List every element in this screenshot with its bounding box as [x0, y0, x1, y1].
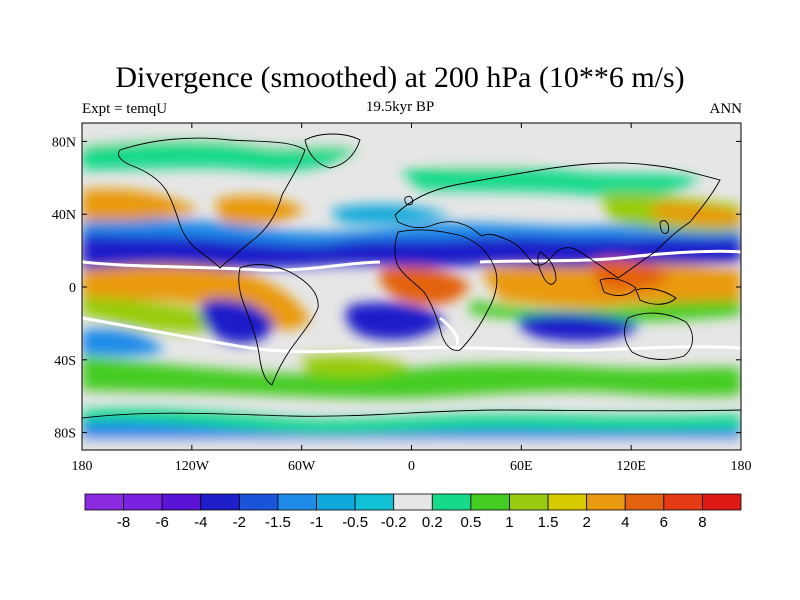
zero-contour-line: [439, 316, 460, 351]
colorbar-swatch: [238, 493, 279, 511]
colorbar-swatch: [200, 493, 240, 511]
field-blob: [82, 218, 741, 245]
colorbar-swatch: [393, 493, 433, 511]
field-blob: [400, 166, 700, 197]
divergence-field: [82, 123, 741, 450]
colorbar-label: 2: [582, 514, 590, 531]
coastline-eurasia: [394, 162, 721, 279]
colorbar-swatch: [624, 493, 665, 511]
coastline-greenland: [304, 133, 361, 169]
lon-label: 60W: [288, 459, 316, 474]
coastline-maritime-continent: [635, 287, 677, 305]
lat-label: 40S: [54, 354, 76, 369]
field-blob: [330, 204, 450, 224]
lon-label: 60E: [510, 459, 533, 474]
coastline-island: [404, 195, 413, 206]
field-blob: [650, 202, 741, 227]
coastline-antarctica: [82, 409, 741, 419]
zero-contours: [82, 249, 741, 354]
colorbar: -8 -6 -4 -2 -1.5 -1 -0.5 -0.2 0.2 0.5 1 1.5 2 4 6 8: [84, 493, 742, 531]
colorbar-swatch: [509, 493, 549, 511]
lon-label: 180: [72, 459, 93, 474]
field-blob: [201, 298, 275, 344]
subtitle-experiment: Expt = temqU: [82, 101, 168, 117]
field-blob: [345, 302, 445, 340]
coastline-india: [537, 251, 557, 285]
coastline-africa: [394, 229, 498, 351]
colorbar-swatch: [702, 493, 742, 511]
colorbar-swatch: [431, 493, 472, 511]
coastlines: [82, 133, 741, 419]
coastline-island: [659, 220, 669, 234]
lon-label: 120W: [175, 459, 210, 474]
colorbar-label: -1.5: [265, 514, 291, 531]
zero-contour-line: [479, 249, 741, 264]
colorbar-label: -2: [233, 514, 246, 531]
colorbar-swatch: [123, 493, 163, 511]
lat-label: 80S: [54, 427, 76, 442]
colorbar-label: 1.5: [538, 514, 559, 531]
field-blob: [82, 123, 741, 166]
colorbar-label: 6: [660, 514, 668, 531]
zero-contour-line: [82, 316, 741, 354]
colorbar-swatch: [316, 493, 356, 511]
lat-label: 40N: [52, 208, 76, 223]
colorbar-swatch: [277, 493, 317, 511]
map-title: Divergence (smoothed) at 200 hPa (10**6 …: [115, 61, 685, 94]
colorbar-label: 1: [505, 514, 513, 531]
field-blob: [82, 296, 240, 333]
colorbar-label: -0.2: [381, 514, 407, 531]
colorbar-swatch: [663, 493, 703, 511]
field-blob: [300, 355, 410, 378]
colorbar-label: -1: [310, 514, 323, 531]
field-blob: [590, 259, 670, 292]
lat-label: 0: [69, 281, 76, 296]
colorbar-label: -4: [194, 514, 207, 531]
lon-label: 0: [408, 459, 415, 474]
coastline-north-america: [118, 137, 306, 269]
lon-label: 120E: [616, 459, 646, 474]
lon-label: 180: [731, 459, 752, 474]
field-blob: [82, 328, 165, 356]
colorbar-swatch: [84, 493, 124, 511]
field-blob: [518, 314, 640, 342]
colorbar-swatch: [547, 493, 588, 511]
colorbar-swatch: [354, 493, 395, 511]
colorbar-label: 0.5: [460, 514, 481, 531]
coastline-australia: [624, 312, 693, 360]
colorbar-swatch: [586, 493, 626, 511]
colorbar-swatch: [161, 493, 202, 511]
colorbar-label: 4: [621, 514, 629, 531]
colorbar-label: -0.5: [342, 514, 368, 531]
field-blob: [82, 188, 200, 221]
colorbar-label: -6: [156, 514, 169, 531]
subtitle-season: ANN: [709, 101, 743, 117]
colorbar-label: 8: [698, 514, 706, 531]
zero-contour-line: [82, 260, 381, 272]
coastline-maritime-continent: [599, 277, 637, 296]
field-blob: [215, 195, 305, 225]
latitude-axis: 80N 40N 0 40S 80S: [52, 135, 741, 442]
field-blob: [82, 356, 741, 399]
colorbar-swatch: [470, 493, 510, 511]
colorbar-label: -8: [117, 514, 130, 531]
field-blob: [82, 139, 360, 172]
colorbar-label: 0.2: [422, 514, 443, 531]
subtitle-period: 19.5kyr BP: [365, 99, 435, 115]
coastline-south-america: [238, 264, 319, 386]
field-blob: [379, 266, 470, 305]
lat-label: 80N: [52, 135, 76, 150]
longitude-axis: 180 120W 60W 0 60E 120E 180: [72, 123, 752, 474]
